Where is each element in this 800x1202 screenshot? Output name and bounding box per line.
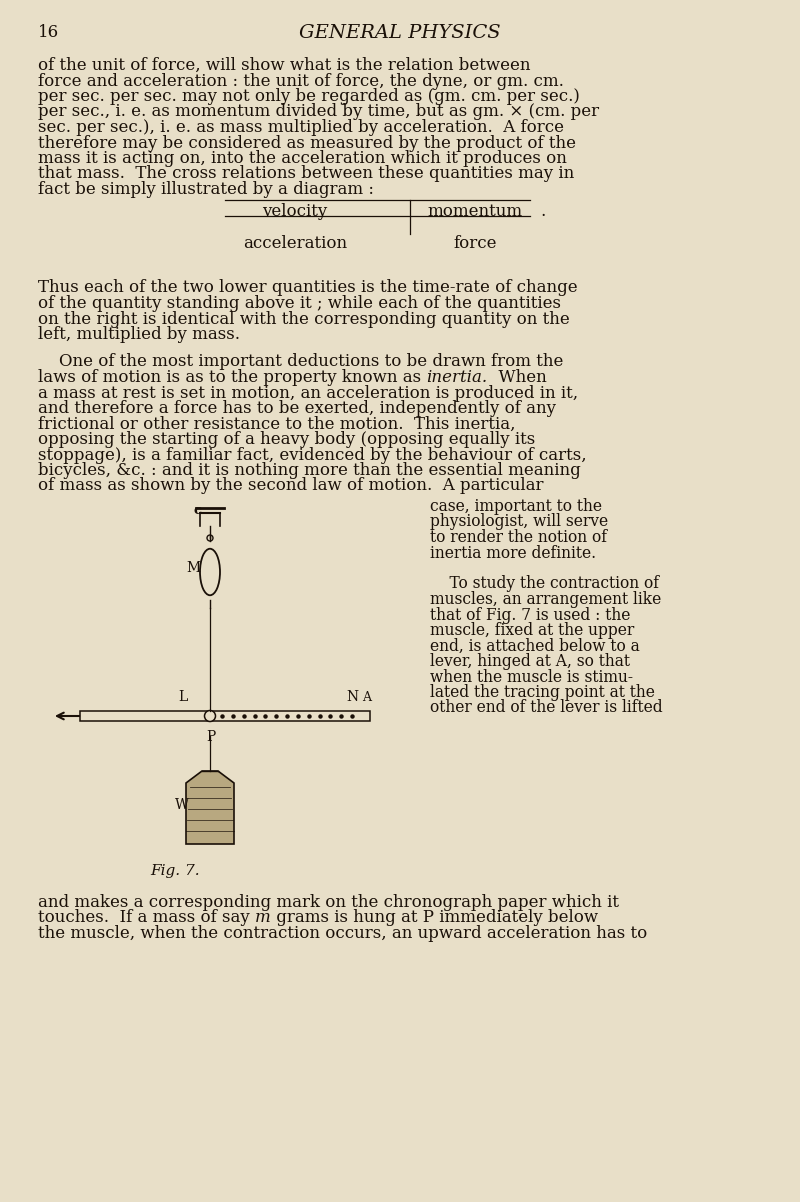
Text: Thus each of the two lower quantities is the time-rate of change: Thus each of the two lower quantities is… (38, 280, 578, 297)
Text: To study the contraction of: To study the contraction of (430, 576, 659, 593)
Text: of mass as shown by the second law of motion.  A particular: of mass as shown by the second law of mo… (38, 477, 543, 494)
Text: velocity: velocity (262, 202, 328, 220)
Text: bicycles, &c. : and it is nothing more than the essential meaning: bicycles, &c. : and it is nothing more t… (38, 462, 581, 480)
Text: grams is hung at P immediately below: grams is hung at P immediately below (270, 910, 598, 927)
Text: inertia.: inertia. (426, 369, 487, 386)
Text: Fig. 7.: Fig. 7. (150, 864, 200, 877)
Text: on the right is identical with the corresponding quantity on the: on the right is identical with the corre… (38, 310, 570, 327)
Text: and therefore a force has to be exerted, independently of any: and therefore a force has to be exerted,… (38, 400, 556, 417)
Text: lated the tracing point at the: lated the tracing point at the (430, 684, 655, 701)
Text: W: W (175, 798, 190, 813)
Text: opposing the starting of a heavy body (opposing equally its: opposing the starting of a heavy body (o… (38, 432, 535, 448)
Text: lever, hinged at A, so that: lever, hinged at A, so that (430, 653, 630, 670)
Text: inertia more definite.: inertia more definite. (430, 545, 596, 561)
Text: that mass.  The cross relations between these quantities may in: that mass. The cross relations between t… (38, 166, 574, 183)
Text: When: When (487, 369, 546, 386)
Text: GENERAL PHYSICS: GENERAL PHYSICS (299, 24, 501, 42)
Text: momentum: momentum (427, 202, 522, 220)
Text: that of Fig. 7 is used : the: that of Fig. 7 is used : the (430, 607, 630, 624)
Text: the muscle, when the contraction occurs, an upward acceleration has to: the muscle, when the contraction occurs,… (38, 926, 647, 942)
Text: case, important to the: case, important to the (430, 498, 602, 514)
Text: when the muscle is stimu-: when the muscle is stimu- (430, 668, 633, 685)
Polygon shape (186, 770, 234, 844)
Text: of the unit of force, will show what is the relation between: of the unit of force, will show what is … (38, 56, 530, 75)
Text: per sec. per sec. may not only be regarded as (gm. cm. per sec.): per sec. per sec. may not only be regard… (38, 88, 580, 105)
Text: sec. per sec.), i. e. as mass multiplied by acceleration.  A force: sec. per sec.), i. e. as mass multiplied… (38, 119, 564, 136)
Text: muscles, an arrangement like: muscles, an arrangement like (430, 591, 662, 608)
Text: force: force (454, 234, 497, 251)
Text: other end of the lever is lifted: other end of the lever is lifted (430, 700, 662, 716)
Text: therefore may be considered as measured by the product of the: therefore may be considered as measured … (38, 135, 576, 151)
Bar (80, 712, 370, 721)
Text: touches.  If a mass of say: touches. If a mass of say (38, 910, 255, 927)
Text: of the quantity standing above it ; while each of the quantities: of the quantity standing above it ; whil… (38, 294, 561, 313)
Text: .: . (540, 202, 546, 220)
Text: a mass at rest is set in motion, an acceleration is produced in it,: a mass at rest is set in motion, an acce… (38, 385, 578, 401)
Text: per sec., i. e. as momentum divided by time, but as gm. × (cm. per: per sec., i. e. as momentum divided by t… (38, 103, 599, 120)
Text: muscle, fixed at the upper: muscle, fixed at the upper (430, 621, 634, 639)
Text: P: P (206, 730, 215, 744)
Text: laws of motion is as to the property known as: laws of motion is as to the property kno… (38, 369, 426, 386)
Text: L: L (178, 690, 187, 704)
Text: c: c (194, 504, 202, 517)
Text: frictional or other resistance to the motion.  This inertia,: frictional or other resistance to the mo… (38, 416, 515, 433)
Text: fact be simply illustrated by a diagram :: fact be simply illustrated by a diagram … (38, 182, 374, 198)
Text: end, is attached below to a: end, is attached below to a (430, 637, 640, 655)
Text: m: m (255, 910, 270, 927)
Text: acceleration: acceleration (243, 234, 347, 251)
Text: left, multiplied by mass.: left, multiplied by mass. (38, 326, 240, 343)
Text: M: M (186, 561, 200, 575)
Text: A: A (362, 691, 371, 704)
Text: stoppage), is a familiar fact, evidenced by the behaviour of carts,: stoppage), is a familiar fact, evidenced… (38, 446, 586, 464)
Text: physiologist, will serve: physiologist, will serve (430, 513, 608, 530)
Text: to render the notion of: to render the notion of (430, 529, 607, 546)
Text: One of the most important deductions to be drawn from the: One of the most important deductions to … (38, 353, 563, 370)
Text: 16: 16 (38, 24, 59, 41)
Text: force and acceleration : the unit of force, the dyne, or gm. cm.: force and acceleration : the unit of for… (38, 72, 564, 89)
Text: and makes a corresponding mark on the chronograph paper which it: and makes a corresponding mark on the ch… (38, 894, 619, 911)
Text: mass it is acting on, into the acceleration which it produces on: mass it is acting on, into the accelerat… (38, 150, 567, 167)
Circle shape (207, 535, 213, 541)
Text: N: N (346, 690, 358, 704)
Circle shape (205, 710, 215, 721)
